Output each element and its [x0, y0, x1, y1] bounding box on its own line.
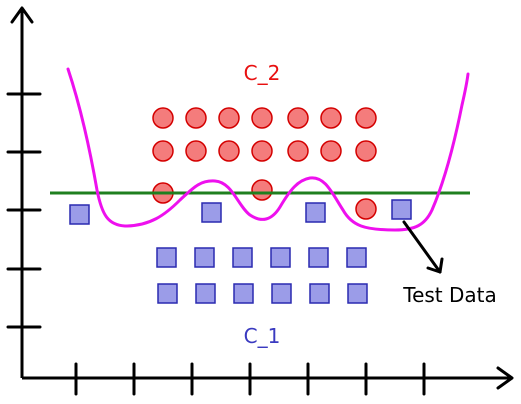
class2-point	[152, 140, 174, 162]
class1-point	[271, 283, 292, 304]
y-axis-arrowhead	[10, 6, 34, 24]
class2-points	[152, 107, 377, 220]
y-ticks	[6, 92, 42, 329]
class1-point	[195, 283, 216, 304]
class1-point	[233, 283, 254, 304]
class1-label: C_1	[244, 324, 281, 348]
class2-label: C_2	[244, 61, 281, 85]
nonlinear-boundary	[66, 67, 470, 232]
test-arrow	[402, 220, 444, 274]
class1-point	[194, 247, 215, 268]
class1-point	[201, 202, 222, 223]
test-point	[391, 199, 412, 220]
class2-point	[218, 107, 240, 129]
class1-point	[346, 247, 367, 268]
test-arrow-head	[426, 257, 444, 274]
class1-point	[347, 283, 368, 304]
class2-point	[251, 107, 273, 129]
class1-point	[156, 247, 177, 268]
test-arrow-shaft	[402, 220, 442, 274]
class2-point	[355, 140, 377, 162]
class2-point	[355, 107, 377, 129]
class2-point	[320, 107, 342, 129]
class2-point	[218, 140, 240, 162]
class1-point	[232, 247, 253, 268]
x-axis-arrowhead	[496, 366, 514, 390]
class2-point	[185, 107, 207, 129]
class1-point	[69, 204, 90, 225]
class2-point	[251, 140, 273, 162]
class2-point	[152, 107, 174, 129]
class2-point	[287, 140, 309, 162]
class1-points	[69, 202, 368, 304]
class1-point	[157, 283, 178, 304]
class2-point	[287, 107, 309, 129]
class1-point	[309, 283, 330, 304]
x-ticks	[74, 362, 426, 396]
test-data-label: Test Data	[402, 283, 497, 307]
class2-point	[251, 179, 273, 201]
class1-point	[305, 202, 326, 223]
axes	[10, 6, 514, 390]
class1-point	[270, 247, 291, 268]
class1-point	[308, 247, 329, 268]
class2-point	[185, 140, 207, 162]
class2-point	[320, 140, 342, 162]
class2-point	[355, 198, 377, 220]
